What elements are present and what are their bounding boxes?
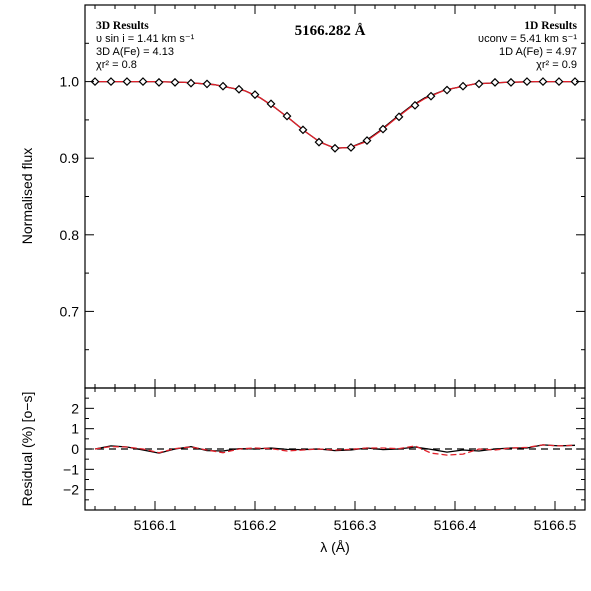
observed-data-point	[346, 143, 356, 152]
observed-data-point	[474, 79, 484, 89]
flux-panel: 0.7 0.8 0.9 1.0 5166.282 Å 3D Results υ sin…	[19, 4, 586, 389]
observed-data-point	[250, 90, 260, 100]
flux-series-line-2	[95, 80, 575, 149]
observed-data-point	[234, 84, 244, 94]
observed-data-point	[170, 77, 180, 87]
observed-data-point	[202, 79, 212, 89]
observed-data-point	[522, 77, 532, 87]
x-tick-label: 5166.5	[534, 517, 577, 533]
observed-data-point	[186, 78, 196, 88]
annotation-right-line1: υconv = 5.41 km s⁻¹	[478, 33, 577, 45]
residual-y-tick-label: 2	[71, 400, 79, 416]
flux-plot-area	[90, 77, 580, 153]
observed-data-point	[570, 77, 580, 87]
observed-data-point	[506, 77, 516, 87]
flux-y-tick-label: 1.0	[60, 74, 80, 90]
x-tick-label: 5166.3	[334, 517, 377, 533]
annotation-left-line3: χr² = 0.8	[96, 59, 137, 71]
observed-data-point	[378, 124, 388, 134]
residual-plot-area	[85, 444, 585, 456]
x-axis-label: λ (Å)	[320, 539, 350, 555]
annotation-left-line2: 3D A(Fe) = 4.13	[96, 46, 174, 58]
chart-title: 5166.282 Å	[295, 23, 366, 39]
observed-data-point	[330, 143, 340, 153]
observed-data-point	[138, 77, 148, 87]
flux-series-line-1	[95, 80, 575, 149]
flux-y-tick-label: 0.8	[60, 227, 80, 243]
observed-data-point	[266, 99, 276, 109]
observed-data-point	[362, 136, 372, 146]
flux-y-tick-label: 0.9	[60, 150, 80, 166]
observed-data-point	[458, 81, 468, 91]
observed-data-point	[218, 81, 228, 91]
annotation-right-line2: 1D A(Fe) = 4.97	[499, 46, 577, 58]
annotation-left-line1: υ sin i = 1.41 km s⁻¹	[96, 33, 195, 45]
observed-data-point	[154, 77, 164, 87]
observed-data-point	[554, 77, 564, 87]
observed-data-point	[106, 77, 116, 87]
flux-y-tick-label: 0.7	[60, 303, 80, 319]
observed-data-point	[426, 91, 436, 101]
x-tick-label: 5166.2	[234, 517, 277, 533]
residual-x-ticks: 5166.1 5166.2 5166.3 5166.4 5166.5	[94, 388, 577, 533]
observed-data-point	[538, 77, 548, 87]
residual-y-tick-label: 0	[71, 441, 79, 457]
annotation-right-heading: 1D Results	[524, 20, 577, 32]
observed-data-point	[314, 137, 324, 147]
observed-data-point	[298, 125, 308, 135]
observed-data-point	[410, 100, 420, 110]
residual-y-tick-label: −1	[63, 461, 79, 477]
flux-y-ticks: 0.7 0.8 0.9 1.0	[60, 42, 585, 351]
flux-panel-frame	[84, 4, 586, 389]
observed-data-point	[490, 77, 500, 87]
flux-y-axis-label: Normalised flux	[19, 148, 35, 244]
residual-y-tick-label: −2	[63, 482, 79, 498]
residual-panel: 5166.1 5166.2 5166.3 5166.4 5166.5 −2 −1 0 1 2 R…	[19, 387, 586, 555]
annotation-left-heading: 3D Results	[96, 20, 149, 32]
residual-y-tick-label: 1	[71, 421, 79, 437]
observed-data-point	[442, 85, 452, 95]
x-tick-label: 5166.4	[434, 517, 477, 533]
residual-series-line-1	[94, 444, 576, 456]
flux-x-ticks	[94, 5, 576, 388]
x-tick-label: 5166.1	[134, 517, 177, 533]
observed-data-point	[90, 77, 100, 87]
observed-data-point	[122, 77, 132, 87]
residual-series-line-0	[94, 444, 576, 454]
observed-data-point	[394, 112, 404, 122]
annotation-right-line3: χr² = 0.9	[536, 59, 577, 71]
observed-data-point	[282, 111, 292, 121]
residual-y-ticks: −2 −1 0 1 2	[63, 397, 585, 501]
residual-y-axis-label: Residual (%) [o−s]	[19, 392, 35, 507]
